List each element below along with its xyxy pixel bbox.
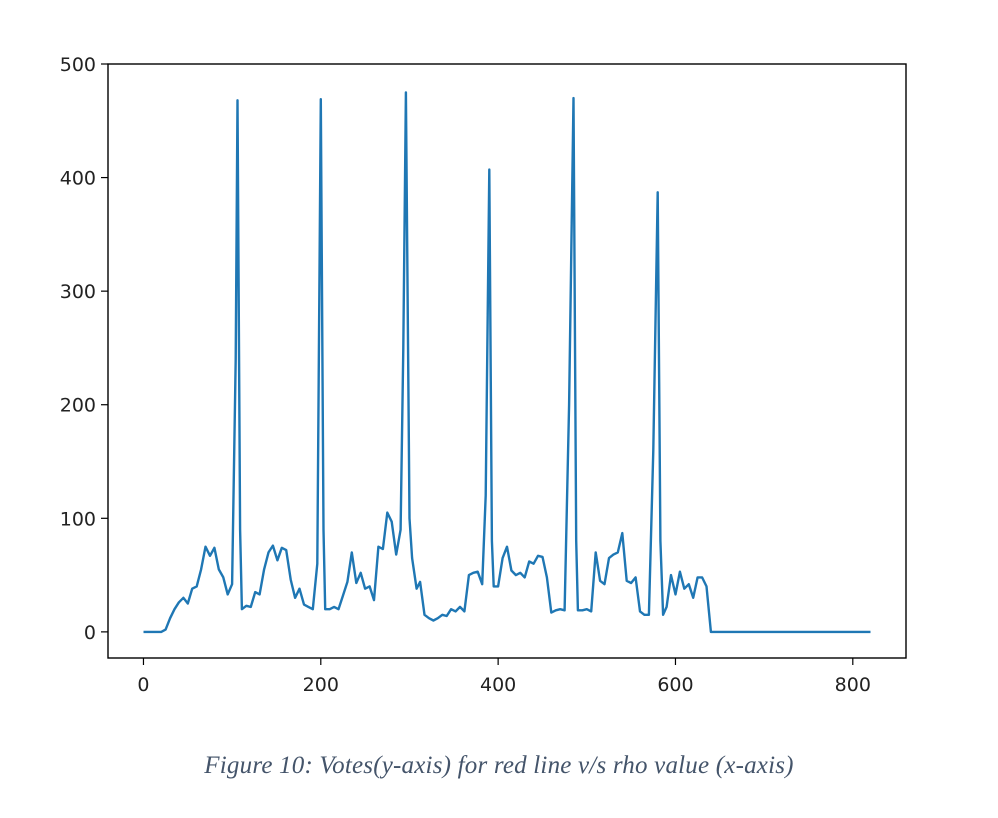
plot-series [143,91,871,634]
x-tick-label: 200 [303,674,339,696]
series-line [143,91,871,634]
plot-frame [107,63,907,659]
y-tick-label: 400 [60,168,96,190]
y-axis-ticks: 0 100 200 300 400 500 [60,54,108,644]
y-tick-label: 300 [60,281,96,303]
y-tick-label: 200 [60,395,96,417]
x-tick-label: 600 [657,674,693,696]
line-chart: 0 100 200 300 400 500 0 200 400 600 800 [0,0,998,740]
x-tick-label: 800 [835,674,871,696]
y-tick-label: 100 [60,508,96,530]
y-tick-label: 500 [60,54,96,76]
x-tick-label: 0 [137,674,149,696]
x-axis-ticks: 0 200 400 600 800 [137,658,871,696]
x-tick-label: 400 [480,674,516,696]
y-tick-label: 0 [84,622,96,644]
figure-caption: Figure 10: Votes(y-axis) for red line v/… [204,752,794,779]
chart-background [0,0,998,740]
